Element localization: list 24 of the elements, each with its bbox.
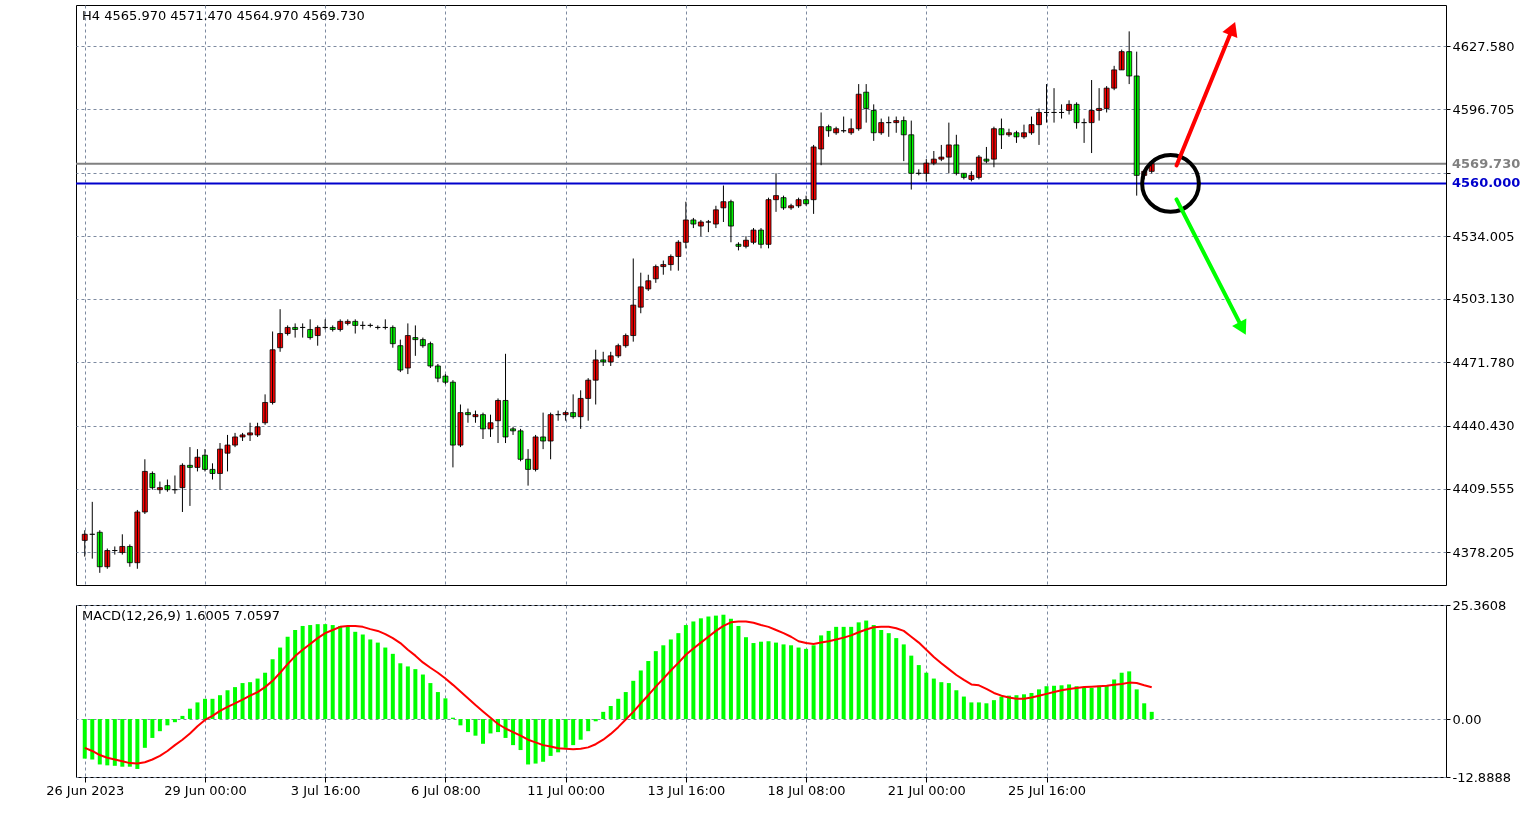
y-tick-label: -12.8888 [1452, 769, 1511, 785]
y-tick-label: 4627.580 [1452, 38, 1515, 54]
x-tick-label: 13 Jul 16:00 [647, 782, 726, 798]
x-tick-label: 29 Jun 00:00 [164, 782, 247, 798]
y-tick-label: 4503.130 [1452, 291, 1515, 307]
y-tick-label: 4409.555 [1452, 481, 1515, 497]
y-tick-label: 25.3608 [1452, 597, 1507, 613]
x-tick-label: 26 Jun 2023 [46, 782, 125, 798]
y-tick-label: 4378.205 [1452, 544, 1515, 560]
chart-title: H4 4565.970 4571.470 4564.970 4569.730 [82, 8, 365, 23]
x-tick-label: 11 Jul 00:00 [527, 782, 606, 798]
ref-line-label: 4560.000 [1452, 175, 1521, 191]
y-tick-label: 4534.005 [1452, 228, 1515, 244]
chart-title: MACD(12,26,9) 1.6005 7.0597 [82, 608, 280, 623]
y-tick-label: 0.00 [1452, 711, 1482, 727]
x-tick-label: 25 Jul 16:00 [1008, 782, 1087, 798]
y-tick-label: 4440.430 [1452, 418, 1515, 434]
y-tick-label: 4596.705 [1452, 101, 1515, 117]
y-tick-label: 4471.780 [1452, 354, 1515, 370]
x-tick-label: 6 Jul 08:00 [411, 782, 481, 798]
x-tick-label: 21 Jul 00:00 [887, 782, 966, 798]
x-tick-label: 18 Jul 08:00 [767, 782, 846, 798]
x-tick-label: 3 Jul 16:00 [290, 782, 361, 798]
ref-line-label: 4569.730 [1452, 155, 1521, 171]
